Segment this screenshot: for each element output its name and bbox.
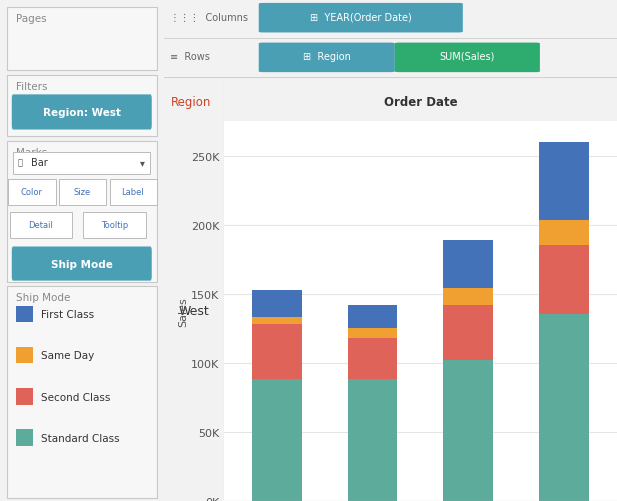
Bar: [539, 221, 589, 246]
Text: Label: Label: [121, 188, 144, 197]
Bar: [252, 290, 302, 318]
Bar: [444, 305, 494, 360]
Text: Ship Mode: Ship Mode: [51, 259, 113, 269]
Bar: [16, 306, 33, 323]
Bar: [444, 240, 494, 289]
Bar: [444, 289, 494, 305]
Bar: [7, 8, 157, 71]
FancyBboxPatch shape: [259, 4, 463, 34]
Bar: [252, 380, 302, 501]
Text: Color: Color: [20, 188, 42, 197]
Bar: [444, 360, 494, 501]
Bar: [347, 329, 397, 338]
Bar: [10, 212, 72, 238]
Bar: [7, 76, 157, 137]
Text: Detail: Detail: [28, 221, 53, 230]
Text: ⊞  YEAR(Order Date): ⊞ YEAR(Order Date): [310, 13, 412, 23]
Bar: [83, 212, 146, 238]
Text: Bar: Bar: [31, 158, 48, 168]
Bar: [13, 152, 151, 174]
Text: SUM(Sales): SUM(Sales): [440, 52, 495, 62]
Text: Tooltip: Tooltip: [101, 221, 128, 230]
Bar: [252, 318, 302, 325]
Text: First Class: First Class: [41, 310, 94, 320]
Text: Ship Mode: Ship Mode: [16, 293, 71, 303]
Text: ⏸: ⏸: [18, 158, 23, 167]
Bar: [110, 179, 157, 205]
Text: Filters: Filters: [16, 82, 48, 92]
Bar: [347, 338, 397, 380]
Bar: [16, 347, 33, 364]
Text: Region: Region: [171, 95, 211, 108]
Text: Second Class: Second Class: [41, 392, 110, 402]
Text: ▾: ▾: [140, 158, 145, 168]
Bar: [347, 380, 397, 501]
Bar: [59, 179, 106, 205]
Bar: [539, 142, 589, 221]
FancyBboxPatch shape: [12, 247, 152, 281]
FancyBboxPatch shape: [12, 95, 152, 130]
Text: West: West: [178, 305, 209, 318]
Text: ⋮⋮⋮  Columns: ⋮⋮⋮ Columns: [170, 13, 248, 23]
Bar: [539, 315, 589, 501]
Text: ⊞  Region: ⊞ Region: [303, 52, 350, 62]
Text: Pages: Pages: [16, 14, 47, 24]
Bar: [8, 179, 56, 205]
Bar: [7, 141, 157, 282]
Text: Standard Class: Standard Class: [41, 433, 120, 443]
Text: Same Day: Same Day: [41, 351, 94, 361]
Bar: [252, 325, 302, 380]
Bar: [347, 305, 397, 329]
Text: ≡  Rows: ≡ Rows: [170, 52, 210, 62]
Bar: [539, 246, 589, 315]
Bar: [16, 388, 33, 405]
FancyBboxPatch shape: [395, 44, 540, 73]
Text: Marks: Marks: [16, 147, 48, 157]
Bar: [7, 287, 157, 498]
Y-axis label: Sales: Sales: [178, 297, 188, 326]
Text: Order Date: Order Date: [384, 95, 457, 108]
Bar: [16, 429, 33, 446]
FancyBboxPatch shape: [259, 44, 395, 73]
Text: Size: Size: [73, 188, 90, 197]
Text: Region: West: Region: West: [43, 108, 121, 118]
